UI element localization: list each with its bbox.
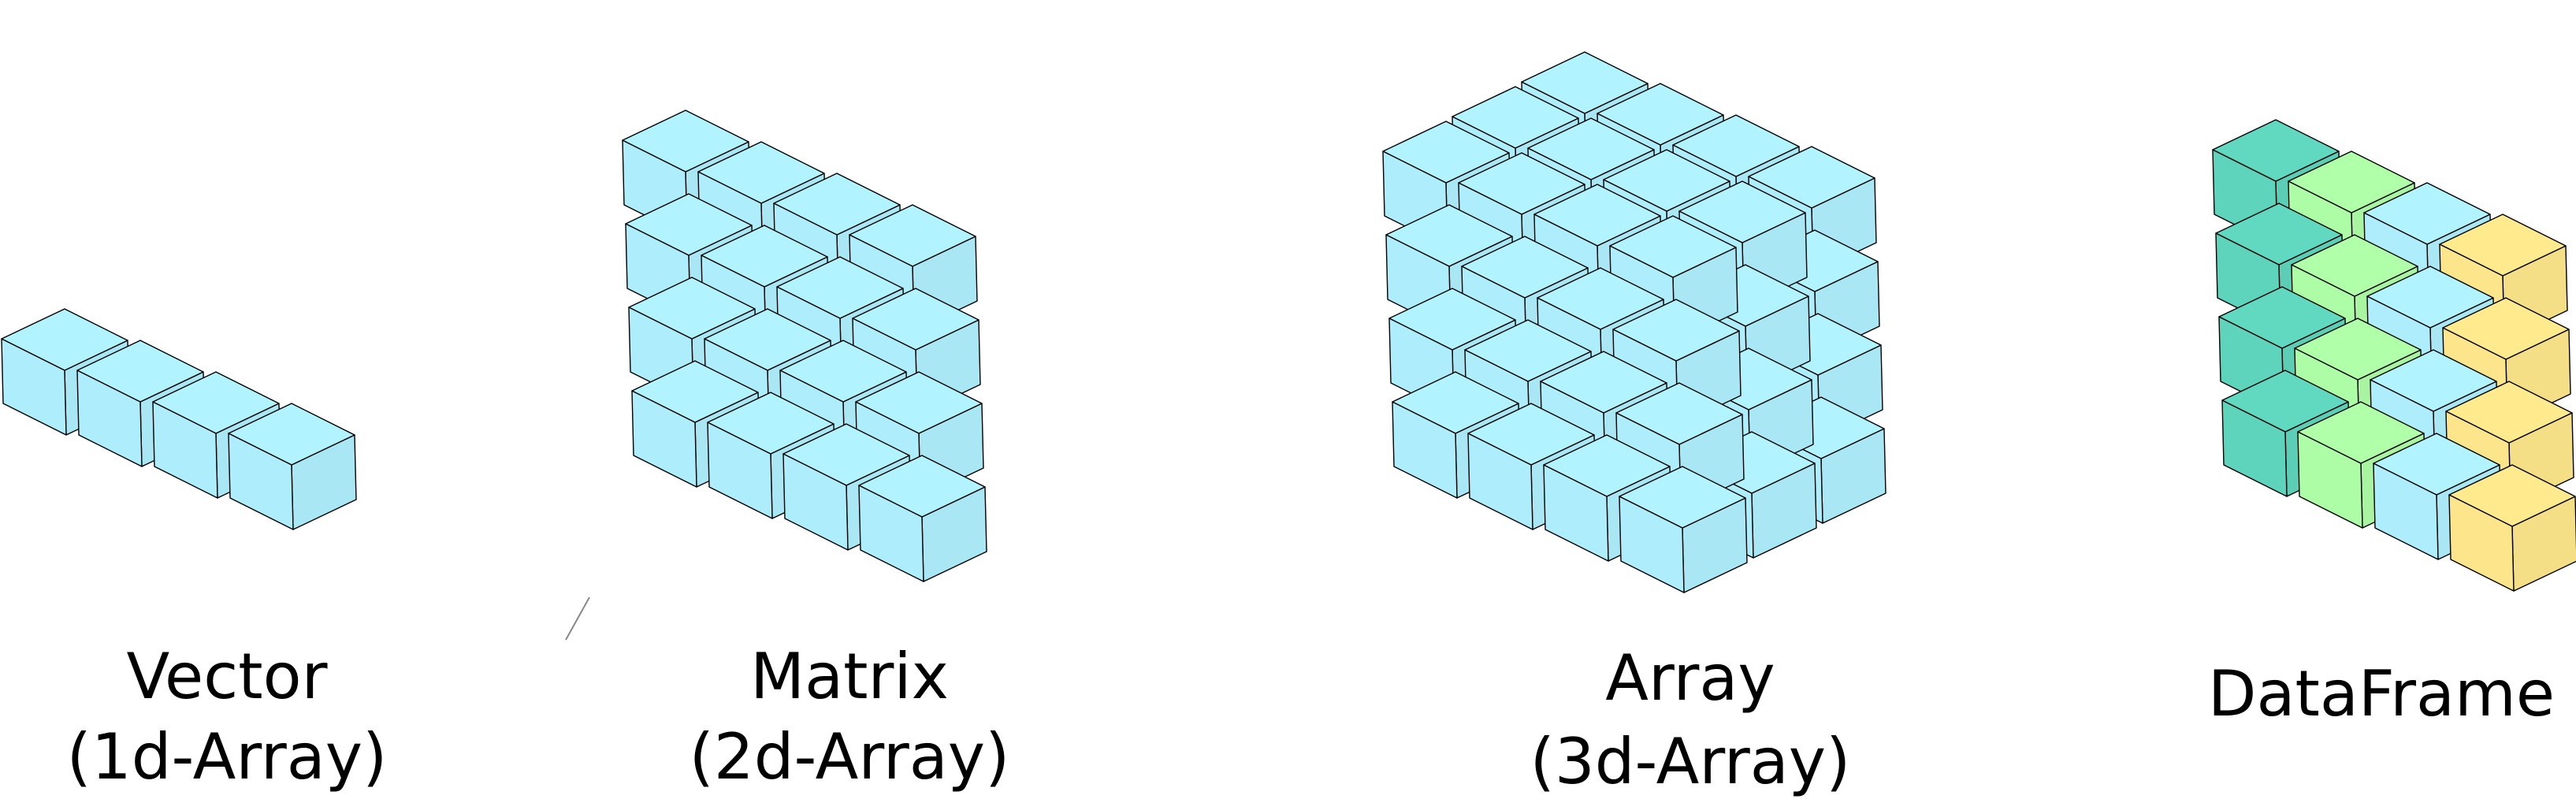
matrix-caption-subtitle: (2d-Array) [690, 720, 1010, 793]
cube-front-face [228, 433, 294, 530]
cube-front-face [1543, 464, 1609, 562]
matrix-caption: Matrix (2d-Array) [690, 640, 1010, 793]
cube-front-face [2448, 494, 2515, 592]
cube-front-face [1, 338, 67, 436]
array-caption-subtitle: (3d-Array) [1530, 725, 1851, 798]
cube-front-face [631, 390, 697, 488]
matrix-cube [858, 455, 987, 582]
vector-cube-group [1, 308, 357, 530]
dataframe-cube-group [2212, 119, 2576, 592]
cube-front-face [152, 401, 218, 499]
array-caption: Array (3d-Array) [1530, 641, 1851, 798]
dataframe-caption-title: DataFrame [2208, 657, 2555, 730]
cube-front-face [858, 485, 924, 582]
cube-front-face [2297, 431, 2363, 529]
array-cube [1619, 466, 1748, 593]
cube-front-face [1467, 433, 1533, 530]
matrix-caption-title: Matrix [750, 640, 949, 713]
dataframe-caption: DataFrame [2208, 657, 2555, 730]
dataframe-cube [2448, 464, 2576, 592]
cube-front-face [2373, 463, 2439, 560]
vector-caption-title: Vector [127, 640, 328, 713]
vector-caption-subtitle: (1d-Array) [67, 720, 388, 793]
cube-front-face [1619, 496, 1685, 593]
array-cube-group [1382, 51, 1886, 593]
cube-front-face [2221, 400, 2288, 497]
cube-front-face [707, 422, 773, 519]
stray-mark [565, 596, 590, 641]
vector-cube [228, 403, 357, 530]
cube-front-face [782, 453, 849, 551]
vector-caption: Vector (1d-Array) [67, 640, 388, 793]
array-caption-title: Array [1605, 641, 1775, 715]
cube-front-face [1392, 401, 1458, 499]
cube-front-face [76, 370, 143, 467]
matrix-cube-group [622, 110, 987, 582]
